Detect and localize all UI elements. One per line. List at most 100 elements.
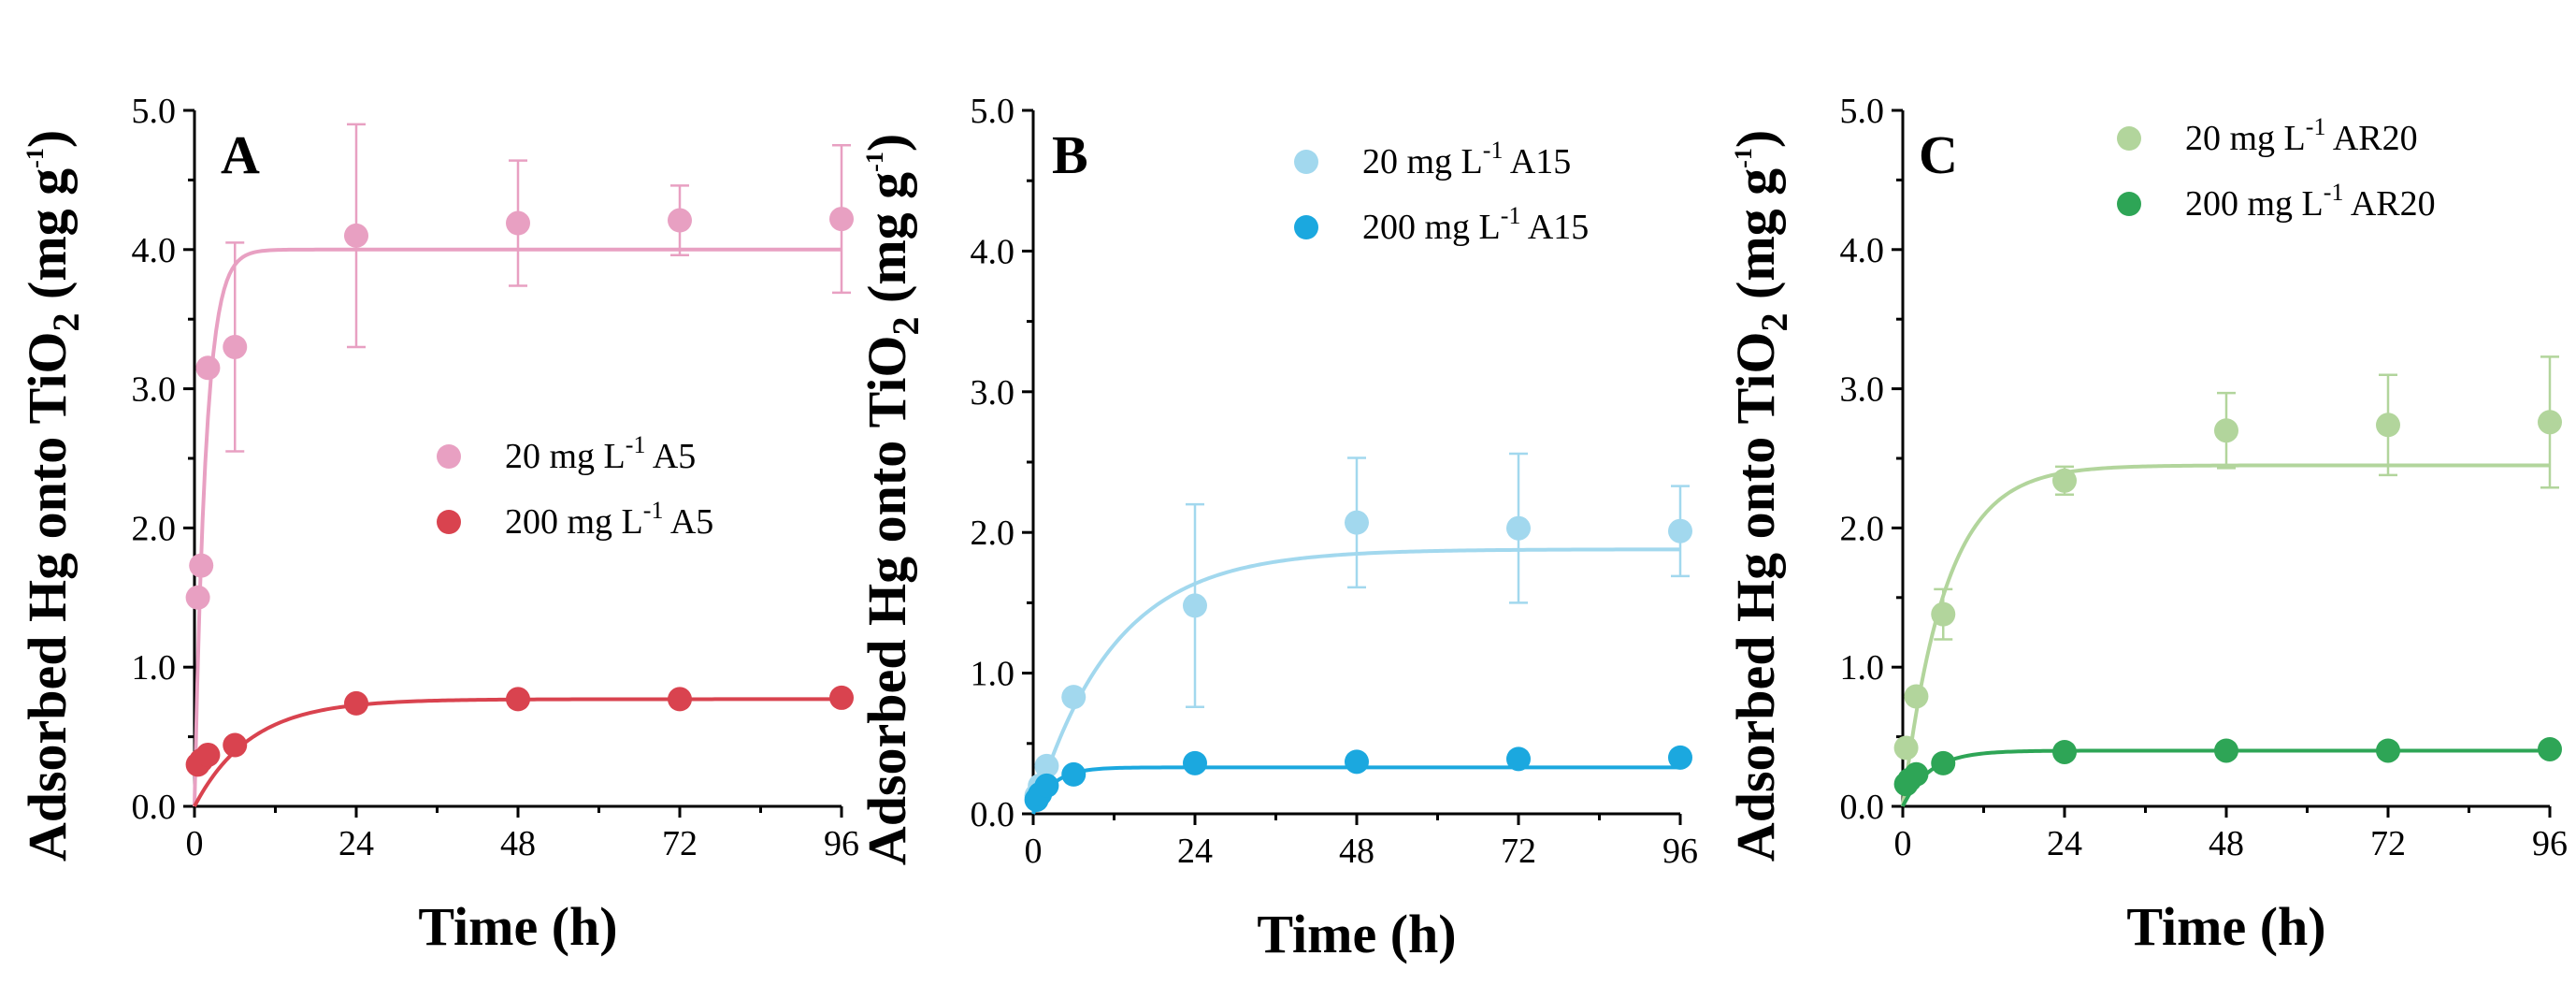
- panel-c: 0.0 1.0 2.0 3.0 4.0 5.0 0 24 48 72 96 Time (h) Adsor…: [1725, 92, 2568, 957]
- data-point: [1183, 593, 1207, 618]
- data-point: [2052, 739, 2077, 764]
- data-point: [2538, 736, 2562, 761]
- legend-label: 20 mg L-1 A5: [505, 431, 696, 476]
- y-tick-label: 4.0: [1840, 231, 1885, 270]
- x-tick-label: 24: [2047, 824, 2082, 863]
- y-tick-label: 3.0: [1840, 370, 1885, 410]
- series-1: [1024, 452, 1692, 815]
- x-tick-label: 24: [338, 824, 374, 863]
- x-tick-label: 0: [186, 824, 204, 863]
- data-point: [185, 585, 210, 610]
- data-point: [1183, 750, 1207, 775]
- data-point: [1061, 761, 1087, 787]
- data-point: [195, 355, 221, 381]
- data-point: [195, 742, 221, 767]
- data-point: [223, 334, 248, 359]
- x-tick-label: 48: [2209, 824, 2244, 863]
- y-axis-title: Adsorbed Hg onto TiO2 (mg g-1): [1725, 130, 1795, 862]
- y-tick-label: 2.0: [971, 514, 1015, 553]
- data-point: [1061, 685, 1087, 710]
- x-tick-label: 48: [1339, 832, 1374, 871]
- series-2: [1893, 736, 2562, 807]
- y-tick-label: 4.0: [971, 232, 1015, 271]
- x-tick-label: 72: [662, 824, 698, 863]
- data-point: [2214, 418, 2238, 443]
- data-point: [506, 687, 530, 712]
- data-point: [1034, 773, 1059, 798]
- x-tick-label: 72: [1501, 832, 1536, 871]
- data-point: [2376, 413, 2400, 438]
- x-tick-label: 96: [1662, 832, 1698, 871]
- x-axis-title: Time (h): [1257, 904, 1456, 964]
- y-tick-label: 0.0: [1840, 788, 1885, 827]
- y-axis-title: Adsorbed Hg onto TiO2 (mg g-1): [17, 130, 87, 862]
- legend-label: 200 mg L-1 AR20: [2185, 179, 2436, 224]
- data-point: [1893, 735, 1919, 760]
- panel-b: 0.0 1.0 2.0 3.0 4.0 5.0 0 24 48 72 96 Time (h) Adsor…: [856, 92, 1698, 964]
- panel-label: A: [221, 124, 260, 185]
- x-tick-label: 96: [2532, 824, 2568, 863]
- y-axis-title: Adsorbed Hg onto TiO2 (mg g-1): [856, 134, 927, 865]
- data-point: [1034, 753, 1059, 778]
- fit-curve: [1031, 765, 1680, 815]
- y-tick-label: 4.0: [132, 231, 177, 270]
- data-point: [506, 210, 530, 236]
- legend-label: 200 mg L-1 A15: [1362, 202, 1589, 247]
- panel-a: 0.0 1.0 2.0 3.0 4.0 5.0 0 24 48 72 96 Time (h) Adsor…: [17, 92, 859, 957]
- legend-marker: [437, 444, 461, 469]
- legend-marker: [437, 510, 461, 534]
- data-point: [1904, 761, 1929, 787]
- y-tick-label: 5.0: [132, 92, 177, 131]
- y-tick-label: 3.0: [132, 370, 177, 410]
- legend-label: 20 mg L-1 A15: [1362, 137, 1571, 181]
- y-tick-label: 0.0: [971, 795, 1015, 834]
- y-tick-label: 1.0: [1840, 648, 1885, 688]
- y-tick-label: 2.0: [1840, 509, 1885, 548]
- x-tick-label: 96: [824, 824, 859, 863]
- legend-marker: [2117, 126, 2141, 151]
- data-point: [1931, 601, 1956, 627]
- series-2: [1024, 745, 1692, 815]
- legend-marker: [2117, 192, 2141, 216]
- data-point: [668, 208, 692, 233]
- y-tick-label: 1.0: [971, 655, 1015, 694]
- y-tick-label: 5.0: [971, 92, 1015, 131]
- data-point: [1668, 745, 1692, 770]
- y-tick-label: 2.0: [132, 509, 177, 548]
- data-point: [1345, 749, 1369, 775]
- legend-label: 200 mg L-1 A5: [505, 497, 713, 542]
- data-point: [1931, 750, 1956, 775]
- data-point: [2538, 410, 2562, 435]
- panel-label: B: [1052, 124, 1088, 185]
- x-tick-label: 0: [1894, 824, 1912, 863]
- series-1: [185, 123, 854, 807]
- data-point: [1506, 515, 1531, 541]
- x-axis-title: Time (h): [2126, 896, 2325, 957]
- series-2: [185, 685, 854, 807]
- data-point: [1506, 746, 1531, 772]
- x-tick-label: 48: [500, 824, 536, 863]
- data-point: [1668, 518, 1692, 543]
- data-point: [2052, 468, 2077, 493]
- series-1: [1893, 355, 2562, 807]
- data-point: [829, 207, 854, 232]
- fit-curve: [1031, 547, 1680, 815]
- x-axis-title: Time (h): [418, 896, 617, 957]
- x-tick-label: 0: [1025, 832, 1043, 871]
- data-point: [1345, 510, 1369, 535]
- data-point: [668, 687, 692, 712]
- data-point: [2214, 738, 2238, 763]
- y-tick-label: 1.0: [132, 648, 177, 688]
- fit-curve: [193, 697, 842, 807]
- legend-marker: [1294, 215, 1318, 239]
- data-point: [189, 553, 214, 578]
- data-point: [2376, 738, 2400, 763]
- data-point: [1904, 684, 1929, 709]
- legend-label: 20 mg L-1 AR20: [2185, 113, 2418, 158]
- y-tick-label: 5.0: [1840, 92, 1885, 131]
- y-tick-label: 0.0: [132, 788, 177, 827]
- x-tick-label: 24: [1177, 832, 1213, 871]
- data-point: [344, 690, 368, 716]
